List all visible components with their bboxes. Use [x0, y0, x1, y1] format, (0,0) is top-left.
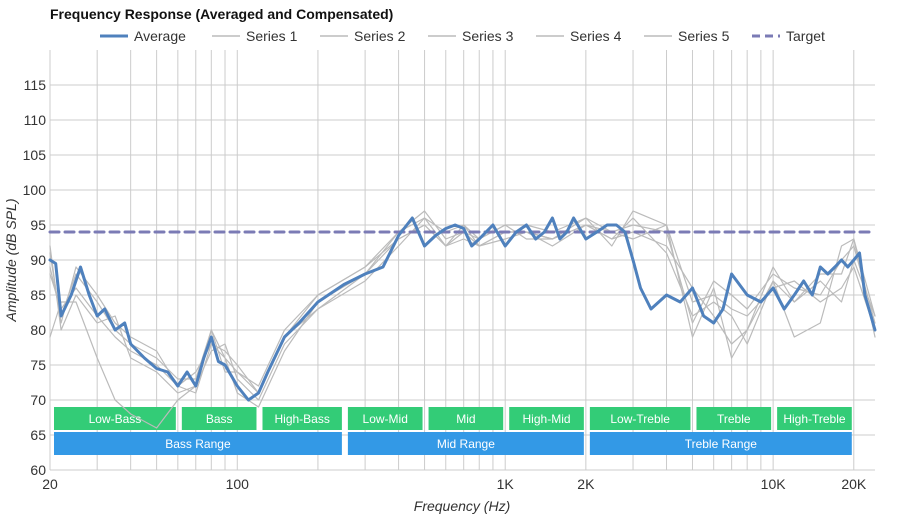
band-rect: [696, 407, 772, 430]
band-rect: [589, 432, 852, 455]
legend-label: Series 1: [246, 28, 298, 44]
band-label: Low-Mid: [363, 412, 408, 426]
band-treble-range: Treble Range: [589, 432, 852, 455]
legend-label: Series 4: [570, 28, 622, 44]
x-tick-label: 2K: [577, 476, 595, 492]
legend-item-target: Target: [752, 28, 825, 44]
series-line-series-5: [49, 224, 876, 429]
band-high-bass: High-Bass: [262, 407, 342, 430]
y-tick-label: 70: [30, 392, 46, 408]
series-line-average: [48, 216, 877, 402]
band-rect: [777, 407, 852, 430]
y-tick-label: 65: [30, 427, 46, 443]
x-tick-label: 20K: [841, 476, 867, 492]
legend-label: Series 3: [462, 28, 514, 44]
y-tick-label: 75: [30, 357, 46, 373]
band-rect: [54, 432, 342, 455]
x-tick-label: 100: [226, 476, 250, 492]
band-rect: [347, 407, 423, 430]
band-low-mid: Low-Mid: [347, 407, 423, 430]
chart-grid: [49, 50, 875, 471]
band-treble: Treble: [696, 407, 772, 430]
band-label: High-Bass: [275, 412, 330, 426]
y-tick-label: 80: [30, 322, 46, 338]
y-tick-label: 105: [23, 147, 47, 163]
chart-legend: Average Series 1 Series 2 Series 3 Series 4 S…: [100, 28, 825, 44]
legend-label: Series 2: [354, 28, 406, 44]
band-rect: [509, 407, 584, 430]
band-label: High-Mid: [523, 412, 571, 426]
band-low-bass: Low-Bass: [54, 407, 176, 430]
legend-item-series-4: Series 4: [536, 28, 622, 44]
frequency-bands: Low-Bass Bass High-Bass Low-Mid Mid High-Mid L…: [54, 407, 852, 455]
y-tick-label: 95: [30, 217, 46, 233]
legend-item-series-5: Series 5: [644, 28, 730, 44]
legend-item-series-3: Series 3: [428, 28, 514, 44]
band-rect: [262, 407, 342, 430]
band-rect: [181, 407, 257, 430]
x-tick-label: 10K: [761, 476, 787, 492]
y-tick-label: 115: [24, 77, 47, 93]
band-high-treble: High-Treble: [777, 407, 852, 430]
x-axis-label: Frequency (Hz): [414, 498, 510, 514]
y-axis-label: Amplitude (dB SPL): [3, 199, 19, 323]
y-tick-label: 110: [24, 112, 47, 128]
band-rect: [347, 432, 584, 455]
band-bass-range: Bass Range: [54, 432, 342, 455]
band-label: Treble: [717, 412, 751, 426]
legend-item-average: Average: [100, 28, 186, 44]
legend-item-series-2: Series 2: [320, 28, 406, 44]
band-bass: Bass: [181, 407, 257, 430]
band-label: Bass: [206, 412, 233, 426]
y-axis-ticks: 60 65 70 75 80 85 90 95 100 105 110 115: [23, 77, 47, 478]
legend-label: Average: [134, 28, 186, 44]
band-mid: Mid: [428, 407, 504, 430]
band-label: Mid Range: [437, 437, 495, 451]
band-label: Low-Bass: [89, 412, 142, 426]
legend-item-series-1: Series 1: [212, 28, 298, 44]
band-label: Bass Range: [165, 437, 231, 451]
series-line-series-4: [49, 210, 876, 394]
band-label: High-Treble: [783, 412, 846, 426]
series-line-series-1: [49, 217, 876, 401]
y-tick-label: 60: [30, 462, 46, 478]
band-label: Low-Treble: [610, 412, 670, 426]
legend-label: Target: [786, 28, 825, 44]
band-rect: [428, 407, 504, 430]
band-low-treble: Low-Treble: [589, 407, 691, 430]
band-rect: [589, 407, 691, 430]
band-label: Mid: [456, 412, 475, 426]
x-tick-label: 1K: [497, 476, 515, 492]
y-tick-label: 100: [23, 182, 47, 198]
y-tick-label: 90: [30, 252, 46, 268]
band-high-mid: High-Mid: [509, 407, 584, 430]
chart-series: [48, 210, 877, 429]
x-tick-label: 20: [42, 476, 58, 492]
band-rect: [54, 407, 176, 430]
x-axis-ticks: 20 100 1K 2K 10K 20K: [42, 476, 867, 492]
y-tick-label: 85: [30, 287, 46, 303]
band-label: Treble Range: [685, 437, 758, 451]
chart-title: Frequency Response (Averaged and Compens…: [50, 6, 393, 22]
band-mid-range: Mid Range: [347, 432, 584, 455]
legend-label: Series 5: [678, 28, 730, 44]
